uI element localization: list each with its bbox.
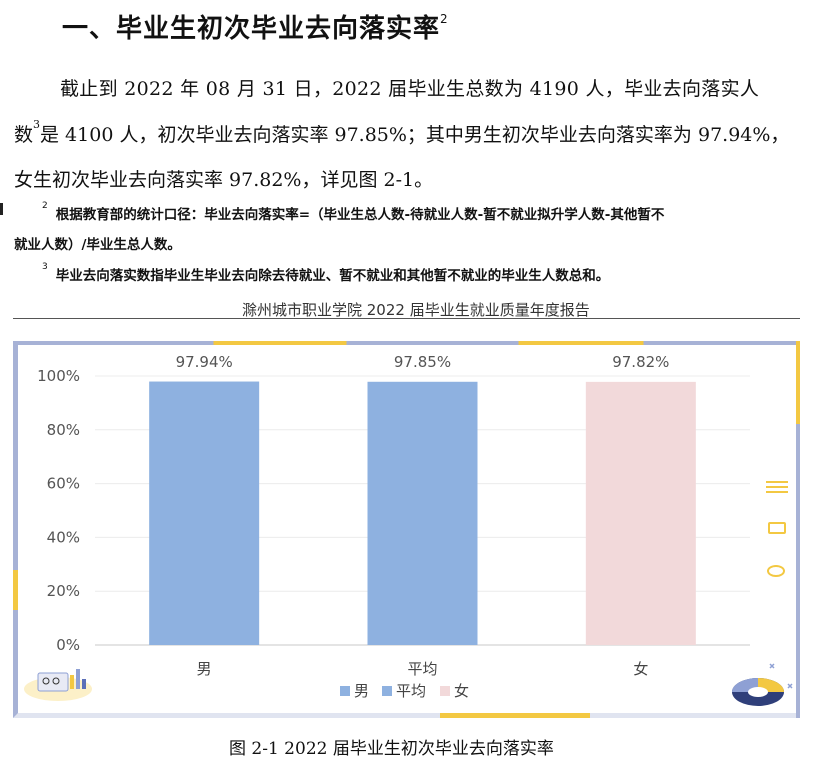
y-tick-label-4: 80% [47, 421, 80, 439]
x-tick-label-0: 男 [197, 660, 212, 678]
paragraph-line-3: 女生初次毕业去向落实率 97.82%，详见图 2-1。 [14, 169, 434, 191]
y-tick-label-1: 20% [47, 582, 80, 600]
bar-0 [149, 381, 260, 645]
x-tick-label-2: 女 [633, 660, 648, 678]
menu-icon[interactable] [766, 481, 788, 495]
decorative-illustration-left [24, 669, 92, 701]
legend-label-2: 女 [454, 682, 469, 700]
margin-mark [0, 203, 3, 215]
paragraph-line-2: 数3是 4100 人，初次毕业去向落实率 97.85%；其中男生初次毕业去向落实… [14, 118, 790, 147]
paragraph-line-1: 截止到 2022 年 08 月 31 日，2022 届毕业生总数为 4190 人… [60, 78, 760, 100]
footnote-3-number: 3 [42, 262, 48, 272]
legend-swatch-1 [382, 686, 392, 696]
legend-label-1: 平均 [396, 682, 426, 700]
mail-icon[interactable] [768, 522, 786, 534]
footnote-ref-3: 3 [33, 118, 41, 131]
x-tick-label-1: 平均 [407, 660, 437, 678]
footnote-2-text: 根据教育部的统计口径：毕业去向落实率=（毕业生总人数-待就业人数-暂不就业拟升学… [55, 207, 665, 223]
footnote-3-text: 毕业去向落实数指毕业生毕业去向除去待就业、暂不就业和其他暂不就业的毕业生人数总和… [55, 268, 610, 284]
footnote-3: 3 毕业去向落实数指毕业生毕业去向除去待就业、暂不就业和其他暂不就业的毕业生人数总… [42, 262, 610, 284]
legend-swatch-2 [440, 686, 450, 696]
footnote-ref-2: 2 [440, 12, 449, 26]
footnote-2-line-1: 2 根据教育部的统计口径：毕业去向落实率=（毕业生总人数-待就业人数-暂不就业拟升… [42, 201, 665, 223]
y-tick-label-2: 40% [47, 528, 80, 546]
footnote-2-line-2: 就业人数）/毕业生总人数。 [14, 237, 181, 253]
chart-frame-bottom-accent [440, 713, 590, 718]
y-tick-label-3: 60% [47, 475, 80, 493]
chart-frame-right-border [796, 341, 800, 718]
footnote-2-number: 2 [42, 201, 48, 211]
section-heading: 一、毕业生初次毕业去向落实率2 [62, 8, 449, 45]
data-label-1: 97.85% [394, 353, 451, 371]
figure-caption: 图 2-1 2022 届毕业生初次毕业去向落实率 [229, 739, 554, 759]
chart-legend: 男 平均 女 [340, 682, 469, 700]
section-heading-text: 一、毕业生初次毕业去向落实率 [62, 14, 441, 44]
chart-frame [13, 341, 800, 718]
y-tick-label-5: 100% [37, 367, 80, 385]
decorative-donut-chart-icon [732, 663, 793, 706]
data-label-0: 97.94% [176, 353, 233, 371]
bar-1 [367, 381, 478, 645]
chat-icon[interactable] [767, 565, 785, 577]
chart-frame-left-accent [13, 570, 18, 610]
chart-bars [149, 381, 696, 645]
y-tick-label-0: 0% [56, 636, 80, 654]
chart-frame-top-border [18, 341, 800, 345]
y-axis-ticks: 0% 20% 40% 60% 80% 100% [37, 367, 80, 654]
x-axis-ticks: 男 平均 女 [197, 660, 649, 678]
legend-swatch-0 [340, 686, 350, 696]
paragraph-line-2-rest: 是 4100 人，初次毕业去向落实率 97.85%；其中男生初次毕业去向落实率为… [40, 124, 790, 146]
page-header: 滁州城市职业学院 2022 届毕业生就业质量年度报告 [242, 301, 590, 319]
paragraph-line-2-start: 数 [14, 124, 34, 146]
chart-data-labels: 97.94% 97.85% 97.82% [176, 353, 670, 371]
header-rule [13, 318, 800, 319]
legend-label-0: 男 [354, 682, 369, 700]
data-label-2: 97.82% [612, 353, 669, 371]
bar-2 [585, 381, 696, 645]
